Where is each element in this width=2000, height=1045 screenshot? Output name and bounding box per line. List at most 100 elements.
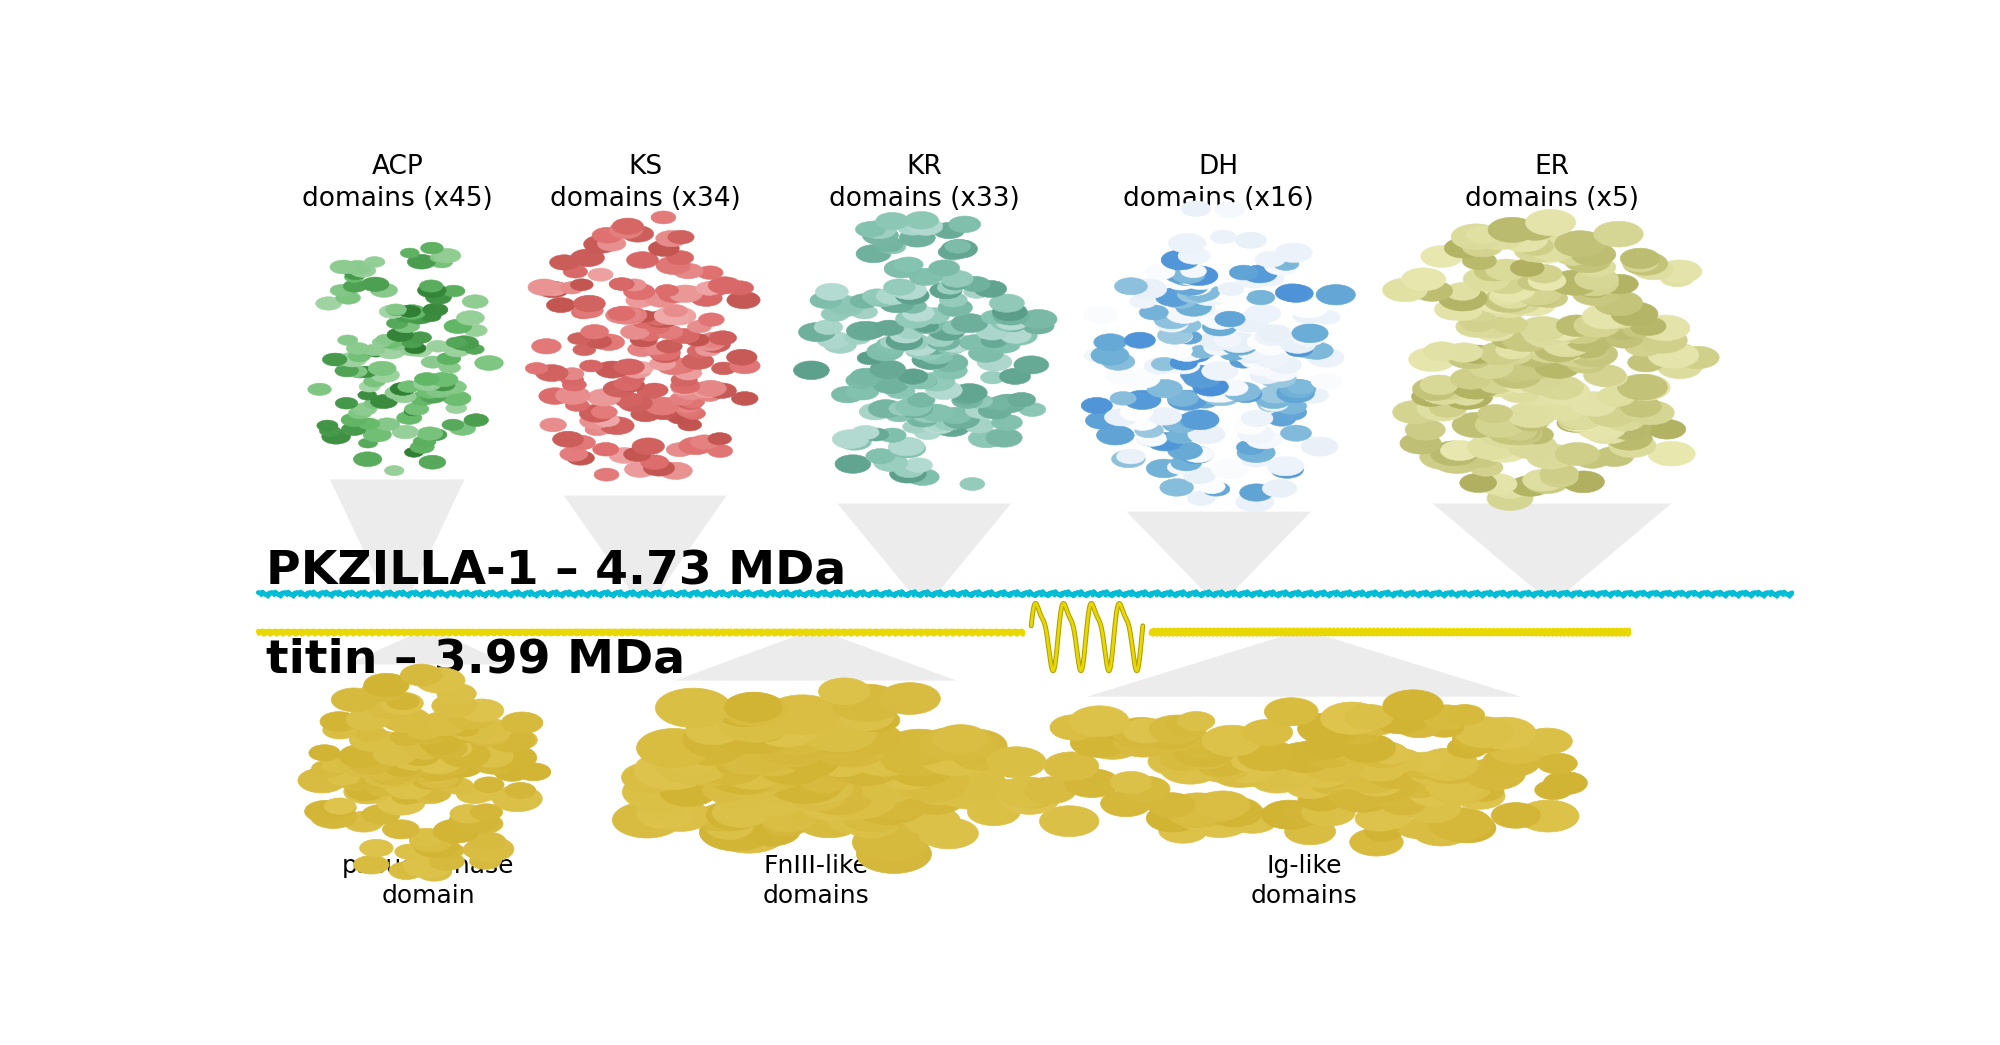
- Circle shape: [832, 429, 868, 448]
- Circle shape: [902, 305, 934, 322]
- Circle shape: [398, 305, 420, 318]
- Circle shape: [1618, 374, 1668, 400]
- Circle shape: [1420, 752, 1480, 784]
- Circle shape: [540, 281, 566, 296]
- Circle shape: [1428, 771, 1490, 804]
- Circle shape: [596, 362, 628, 378]
- Circle shape: [960, 478, 984, 490]
- Circle shape: [1178, 803, 1232, 832]
- Circle shape: [614, 358, 644, 375]
- Circle shape: [836, 700, 894, 730]
- Circle shape: [1086, 412, 1118, 429]
- Circle shape: [610, 447, 640, 463]
- Circle shape: [1174, 268, 1208, 285]
- Circle shape: [1452, 725, 1508, 753]
- Circle shape: [1478, 404, 1512, 422]
- Circle shape: [1156, 315, 1188, 332]
- Circle shape: [638, 329, 660, 341]
- Circle shape: [894, 462, 924, 478]
- Circle shape: [910, 344, 942, 361]
- Circle shape: [1236, 492, 1274, 512]
- Circle shape: [1462, 235, 1502, 257]
- Circle shape: [1124, 332, 1156, 348]
- Circle shape: [1124, 390, 1160, 410]
- Circle shape: [364, 766, 406, 788]
- Circle shape: [982, 310, 1008, 324]
- Circle shape: [1446, 343, 1482, 363]
- Circle shape: [992, 303, 1028, 321]
- Circle shape: [702, 759, 766, 792]
- Circle shape: [418, 386, 442, 398]
- Circle shape: [472, 784, 504, 800]
- Circle shape: [1234, 349, 1264, 364]
- Circle shape: [400, 665, 442, 686]
- Circle shape: [1126, 413, 1158, 431]
- Circle shape: [560, 368, 584, 380]
- Circle shape: [718, 704, 790, 742]
- Circle shape: [1570, 342, 1618, 367]
- Circle shape: [614, 393, 642, 408]
- Circle shape: [896, 286, 930, 304]
- Circle shape: [1486, 292, 1536, 318]
- Circle shape: [352, 403, 376, 416]
- Circle shape: [1350, 829, 1404, 856]
- Circle shape: [1160, 748, 1202, 770]
- Circle shape: [830, 299, 864, 317]
- Circle shape: [420, 671, 460, 692]
- Circle shape: [862, 220, 896, 238]
- Circle shape: [926, 380, 962, 399]
- Circle shape: [442, 285, 464, 297]
- Circle shape: [760, 751, 824, 785]
- Circle shape: [976, 780, 1028, 807]
- Circle shape: [404, 447, 424, 458]
- Circle shape: [872, 375, 908, 394]
- Polygon shape: [1126, 512, 1310, 593]
- Circle shape: [1284, 800, 1332, 825]
- Circle shape: [310, 805, 356, 829]
- Circle shape: [338, 770, 378, 791]
- Circle shape: [634, 310, 656, 322]
- Circle shape: [430, 378, 456, 391]
- Circle shape: [528, 279, 560, 296]
- Circle shape: [1594, 291, 1642, 316]
- Circle shape: [1188, 491, 1214, 506]
- Circle shape: [316, 420, 338, 432]
- Circle shape: [1114, 278, 1148, 295]
- Circle shape: [638, 385, 664, 399]
- Circle shape: [566, 450, 594, 465]
- Circle shape: [1096, 425, 1134, 445]
- Circle shape: [874, 454, 908, 471]
- Circle shape: [926, 332, 954, 347]
- Circle shape: [1488, 418, 1538, 444]
- Circle shape: [1084, 306, 1118, 324]
- Circle shape: [1532, 324, 1576, 347]
- Circle shape: [942, 239, 978, 258]
- Circle shape: [328, 354, 352, 367]
- Circle shape: [1442, 384, 1492, 410]
- Circle shape: [566, 399, 590, 412]
- Circle shape: [430, 256, 452, 268]
- Circle shape: [640, 794, 686, 818]
- Circle shape: [866, 342, 904, 361]
- Circle shape: [328, 768, 360, 785]
- Circle shape: [696, 343, 722, 356]
- Circle shape: [1540, 467, 1578, 487]
- Circle shape: [630, 312, 660, 328]
- Circle shape: [938, 299, 972, 317]
- Circle shape: [1238, 740, 1298, 771]
- Circle shape: [1178, 285, 1212, 303]
- Circle shape: [1488, 217, 1536, 242]
- Circle shape: [942, 277, 968, 291]
- Circle shape: [1082, 397, 1112, 414]
- Circle shape: [420, 280, 442, 293]
- Circle shape: [966, 403, 996, 418]
- Circle shape: [942, 410, 980, 428]
- Circle shape: [710, 331, 736, 345]
- Circle shape: [1090, 346, 1128, 365]
- Circle shape: [346, 343, 370, 354]
- Circle shape: [1214, 333, 1242, 347]
- Circle shape: [1462, 780, 1504, 802]
- Circle shape: [1180, 446, 1214, 464]
- Circle shape: [816, 753, 870, 782]
- Circle shape: [856, 222, 886, 237]
